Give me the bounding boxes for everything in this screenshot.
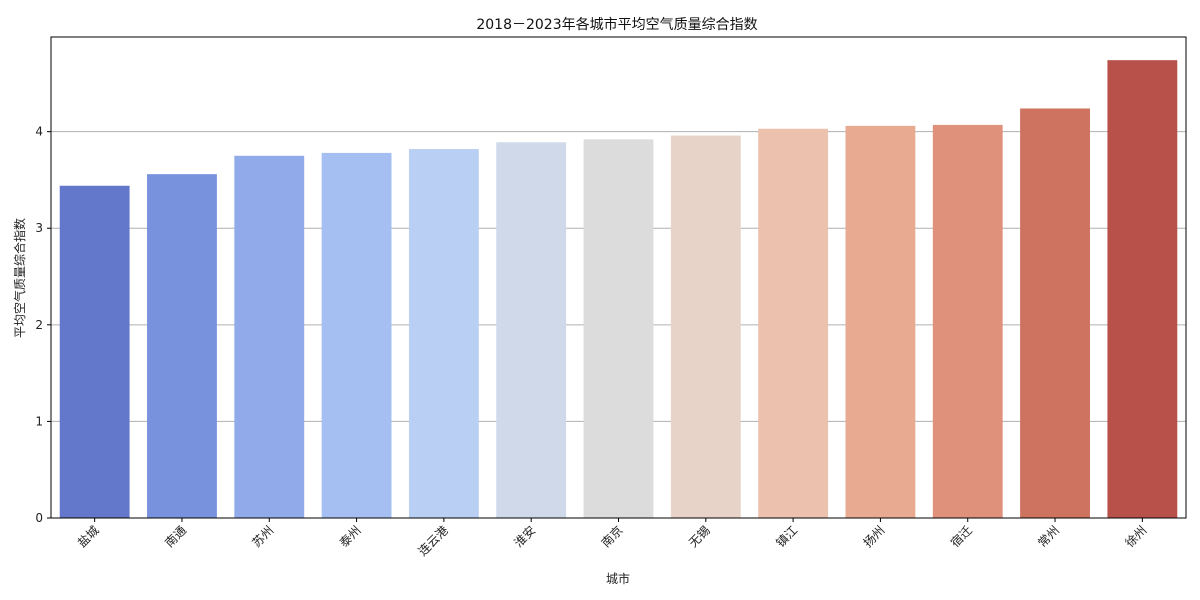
- y-tick-label: 0: [35, 511, 43, 525]
- x-tick-label: 连云港: [415, 523, 451, 559]
- bar: [147, 174, 217, 519]
- bar: [932, 124, 1003, 518]
- x-tick-label: 宿迁: [947, 523, 975, 551]
- x-tick-label: 无锡: [685, 523, 713, 551]
- bar: [583, 139, 654, 518]
- y-axis: 0 1 2 3 4: [35, 125, 51, 525]
- x-tick-label: 徐州: [1122, 523, 1150, 551]
- x-tick-label: 扬州: [860, 523, 888, 551]
- bar: [1020, 108, 1090, 519]
- bar: [496, 142, 567, 518]
- bar: [59, 185, 130, 518]
- x-axis-title: 城市: [606, 571, 630, 586]
- bar: [234, 155, 305, 518]
- y-tick-label: 3: [35, 221, 43, 235]
- bar: [670, 135, 741, 518]
- bar: [408, 149, 479, 518]
- bar: [758, 128, 829, 519]
- bar: [845, 125, 916, 518]
- bars: [59, 60, 1178, 519]
- x-tick-label: 淮安: [511, 523, 539, 551]
- chart-title: 2018－2023年各城市平均空气质量综合指数: [476, 16, 757, 33]
- x-tick-label: 镇江: [773, 523, 800, 550]
- x-tick-label: 盐城: [75, 523, 102, 550]
- bar: [1107, 60, 1178, 518]
- x-tick-label: 泰州: [337, 523, 364, 550]
- x-axis: 盐城 南通 苏州 泰州 连云港 淮安 南京 无锡 镇江 扬州 宿迁 常州 徐州: [75, 518, 1150, 559]
- y-axis-title: 平均空气质量综合指数: [12, 218, 27, 338]
- x-tick-label: 南京: [598, 523, 626, 551]
- y-tick-label: 4: [35, 125, 43, 139]
- x-tick-label: 苏州: [250, 523, 277, 550]
- x-tick-label: 常州: [1035, 523, 1062, 550]
- bar: [321, 152, 392, 518]
- y-tick-label: 2: [35, 318, 43, 332]
- y-tick-label: 1: [35, 414, 43, 428]
- x-tick-label: 南通: [161, 523, 189, 551]
